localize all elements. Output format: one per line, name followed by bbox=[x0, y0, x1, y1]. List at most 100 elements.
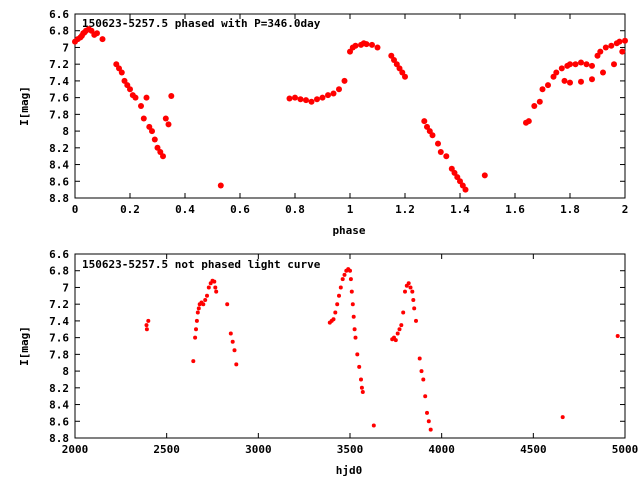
unphased-data-point bbox=[349, 289, 354, 294]
unphased-data-point bbox=[411, 298, 416, 302]
phased-data-point bbox=[303, 97, 309, 104]
phased-data-point bbox=[531, 103, 538, 109]
phased-xtick-label: 0.6 bbox=[230, 203, 250, 216]
phased-data-point bbox=[94, 30, 100, 37]
phased-data-point bbox=[578, 59, 584, 66]
unphased-data-point bbox=[408, 285, 413, 290]
unphased-chart-frame bbox=[74, 253, 626, 439]
phased-data-point bbox=[545, 82, 551, 89]
phased-chart-points bbox=[72, 26, 628, 193]
phased-xtick-label: 2 bbox=[622, 203, 629, 216]
unphased-data-point bbox=[348, 277, 353, 282]
unphased-data-point bbox=[144, 327, 149, 332]
phased-ytick-label: 7.4 bbox=[49, 75, 69, 88]
unphased-ytick-label: 7.2 bbox=[49, 298, 69, 311]
unphased-ytick-label: 7.6 bbox=[49, 332, 69, 345]
unphased-data-point bbox=[406, 281, 411, 286]
unphased-data-point bbox=[194, 318, 199, 323]
unphased-data-point bbox=[201, 302, 206, 307]
phased-chart-ticks: 0 0.2 0.4 0.6 0.8 1 1.2 1.4 1.6 1.8 2 6.6 6.8 7 7.2 7.4… bbox=[49, 8, 628, 216]
unphased-data-point bbox=[203, 298, 208, 302]
unphased-ytick-label: 8.4 bbox=[49, 399, 69, 412]
phased-data-point bbox=[160, 153, 166, 160]
unphased-chart-ticks: 2000 2500 3000 3500 4000 4500 5000 6.6 6.8 7 7.2 7.… bbox=[49, 248, 638, 456]
unphased-xtick-label: 3000 bbox=[245, 443, 272, 456]
phased-data-point bbox=[525, 118, 532, 125]
phased-data-point bbox=[589, 62, 595, 69]
unphased-data-point bbox=[352, 327, 357, 332]
unphased-xtick-label: 2000 bbox=[62, 443, 89, 456]
phased-data-point bbox=[600, 69, 606, 76]
unphased-data-point bbox=[193, 335, 198, 340]
phased-data-point bbox=[151, 136, 158, 143]
unphased-data-point bbox=[359, 377, 363, 382]
unphased-data-point bbox=[230, 339, 235, 344]
phased-data-point bbox=[567, 61, 573, 68]
phased-chart-ylabel: I[mag] bbox=[18, 86, 31, 126]
unphased-data-point bbox=[428, 427, 433, 432]
unphased-data-point bbox=[213, 285, 218, 290]
unphased-data-point bbox=[419, 369, 424, 374]
unphased-ytick-label: 7 bbox=[62, 281, 69, 294]
phased-data-point bbox=[341, 77, 348, 84]
phased-data-point bbox=[589, 76, 595, 83]
unphased-data-point bbox=[194, 327, 198, 332]
unphased-data-point bbox=[357, 364, 362, 369]
phased-data-point bbox=[314, 96, 320, 103]
phased-data-point bbox=[118, 69, 125, 76]
phased-data-point bbox=[567, 79, 573, 86]
phased-data-point bbox=[421, 118, 428, 125]
unphased-chart-panel: 150623-5257.5 not phased light curve hjd… bbox=[18, 248, 638, 477]
phased-data-point bbox=[330, 90, 337, 97]
unphased-chart-title: 150623-5257.5 not phased light curve bbox=[82, 258, 321, 271]
unphased-data-point bbox=[359, 385, 364, 390]
unphased-data-point bbox=[331, 317, 336, 322]
unphased-chart-ylabel: I[mag] bbox=[18, 326, 31, 366]
phased-data-point bbox=[143, 94, 150, 101]
unphased-data-point bbox=[144, 323, 149, 328]
unphased-data-point bbox=[333, 310, 338, 315]
phased-data-point bbox=[616, 38, 623, 45]
unphased-chart-points bbox=[144, 267, 620, 432]
phased-data-point bbox=[619, 48, 626, 55]
unphased-data-point bbox=[399, 323, 404, 328]
phased-xtick-label: 0.8 bbox=[285, 203, 305, 216]
phased-data-point bbox=[297, 96, 304, 103]
phased-data-point bbox=[462, 186, 469, 193]
phased-ytick-label: 7 bbox=[62, 41, 69, 54]
phased-data-point bbox=[578, 78, 584, 85]
phased-chart-frame bbox=[74, 13, 626, 199]
phased-xtick-label: 1.6 bbox=[505, 203, 525, 216]
unphased-data-point bbox=[348, 268, 352, 273]
phased-ytick-label: 6.8 bbox=[49, 25, 69, 38]
phased-data-point bbox=[319, 94, 326, 101]
unphased-data-point bbox=[426, 419, 431, 424]
phased-chart-title: 150623-5257.5 phased with P=346.0day bbox=[82, 17, 321, 30]
unphased-data-point bbox=[417, 356, 422, 361]
unphased-data-point bbox=[212, 279, 217, 284]
unphased-data-point bbox=[425, 410, 429, 415]
unphased-ytick-label: 6.6 bbox=[49, 248, 69, 261]
unphased-data-point bbox=[414, 318, 418, 323]
unphased-data-point bbox=[355, 352, 360, 357]
unphased-ytick-label: 7.8 bbox=[49, 348, 69, 361]
phased-data-point bbox=[292, 94, 298, 101]
phased-ytick-label: 8.8 bbox=[49, 192, 69, 205]
unphased-data-point bbox=[353, 335, 358, 340]
phased-data-point bbox=[369, 41, 375, 48]
phased-data-point bbox=[132, 94, 139, 101]
phased-data-point bbox=[374, 44, 381, 51]
unphased-data-point bbox=[397, 327, 402, 332]
unphased-xtick-label: 5000 bbox=[612, 443, 639, 456]
phased-data-point bbox=[602, 44, 609, 51]
phased-data-point bbox=[561, 77, 568, 84]
unphased-data-point bbox=[421, 377, 426, 382]
phased-xtick-label: 1.8 bbox=[560, 203, 580, 216]
phased-data-point bbox=[608, 42, 615, 49]
unphased-data-point bbox=[423, 394, 428, 399]
unphased-data-point bbox=[615, 334, 620, 338]
unphased-data-point bbox=[206, 285, 211, 290]
unphased-data-point bbox=[350, 302, 355, 307]
phased-data-point bbox=[138, 103, 144, 109]
phased-xtick-label: 0.4 bbox=[175, 203, 195, 216]
